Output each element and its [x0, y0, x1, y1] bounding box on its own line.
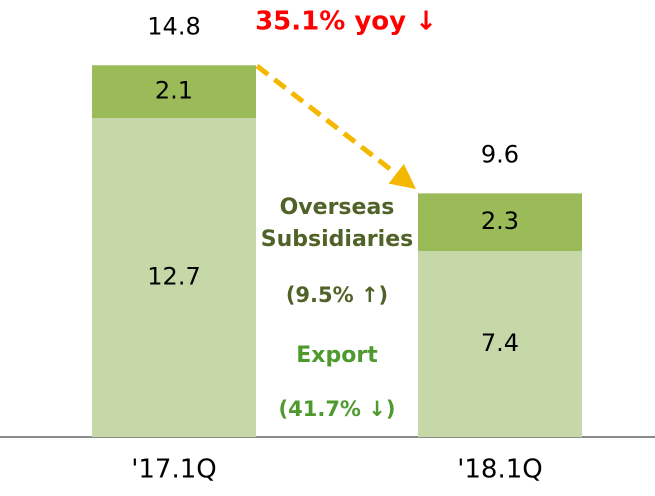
series-change: (9.5% ↑) — [286, 283, 388, 307]
total-label: 14.8 — [147, 12, 200, 40]
total-label: 9.6 — [481, 140, 519, 168]
x-tick-label: '17.1Q — [131, 455, 217, 485]
segment-label: 2.1 — [155, 77, 193, 105]
bar-segment — [418, 251, 582, 437]
segment-label: 7.4 — [481, 329, 519, 357]
bar-segment — [92, 65, 256, 119]
segment-label: 2.3 — [481, 207, 519, 235]
series-label-box: Overseas Subsidiaries — [260, 195, 414, 252]
bar-segment — [418, 193, 582, 252]
series-name: Overseas Subsidiaries — [260, 195, 414, 252]
series-label-box: Export — [296, 343, 378, 368]
bar-segment — [92, 118, 256, 437]
series-name: Export — [296, 343, 378, 368]
x-tick-label: '18.1Q — [457, 455, 543, 485]
segment-label: 12.7 — [147, 263, 200, 291]
yoy-annotation: 35.1% yoy ↓ — [255, 7, 437, 37]
series-change: (41.7% ↓) — [279, 397, 396, 421]
trend-arrow — [255, 64, 416, 190]
